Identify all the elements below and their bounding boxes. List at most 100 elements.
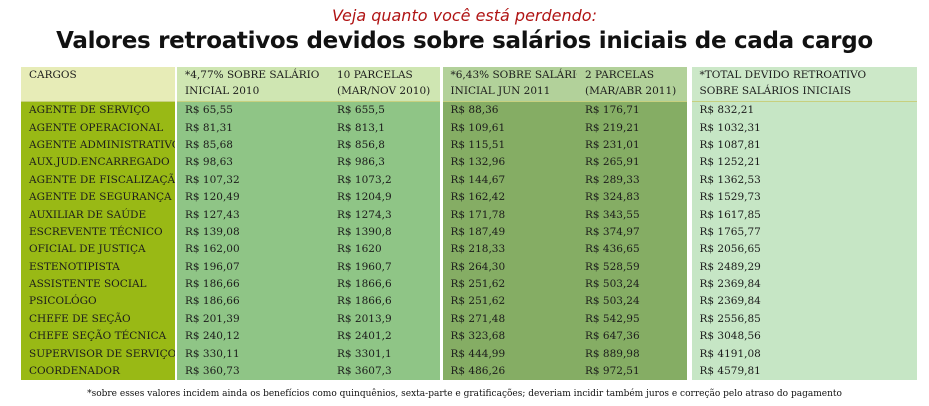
parcelas-2010-cell: R$ 1274,3 xyxy=(329,206,441,224)
parcelas-2010-cell: R$ 3607,3 xyxy=(329,362,441,381)
table-row: ASSISTENTE SOCIAL R$ 186,66 R$ 1866,6 R$ 25… xyxy=(21,275,917,294)
parcelas-2010-cell: R$ 986,3 xyxy=(329,154,441,172)
subtitle: Veja quanto você está perdendo: xyxy=(332,6,597,25)
table-row: AGENTE ADMINISTRATIVO R$ 85,68 R$ 856,8 R$ … xyxy=(21,136,917,155)
header-parcelas-2011-line1: 2 PARCELAS xyxy=(585,69,655,81)
total-cell: R$ 2056,65 xyxy=(686,241,917,259)
cargo-cell: SUPERVISOR DE SERVIÇO xyxy=(21,345,176,363)
inicial-2010-cell: R$ 186,66 xyxy=(175,293,329,311)
cargo-cell: AGENTE DE SERVIÇO xyxy=(21,101,176,120)
parcelas-2010-cell: R$ 856,8 xyxy=(329,136,441,155)
inicial-2010-cell: R$ 360,73 xyxy=(175,362,329,381)
parcelas-2011-cell: R$ 503,24 xyxy=(577,275,689,294)
cargo-cell: AGENTE DE FISCALIZAÇÃO xyxy=(21,171,176,189)
inicial-2010-cell: R$ 81,31 xyxy=(175,119,329,137)
header-total: *TOTAL DEVIDO RETROATIVO SOBRE SALÁRIOS … xyxy=(686,67,917,102)
inicial-2010-cell: R$ 162,00 xyxy=(175,241,329,259)
inicial-2010-cell: R$ 139,08 xyxy=(175,223,329,242)
table-row: AUX.JUD.ENCARREGADO R$ 98,63 R$ 986,3 R$ 13… xyxy=(21,154,917,172)
header-inicial-2010-line2: INICIAL 2010 xyxy=(185,85,260,97)
parcelas-2010-cell: R$ 1960,7 xyxy=(329,258,441,276)
parcelas-2011-cell: R$ 176,71 xyxy=(577,101,689,120)
parcelas-2010-cell: R$ 1073,2 xyxy=(329,171,441,189)
cargo-cell: CHEFE SEÇÃO TÉCNICA xyxy=(21,328,176,346)
total-cell: R$ 1362,53 xyxy=(686,171,917,189)
inicial-2010-cell: R$ 127,43 xyxy=(175,206,329,224)
cargo-cell: ASSISTENTE SOCIAL xyxy=(21,275,176,294)
parcelas-2011-cell: R$ 324,83 xyxy=(577,188,689,207)
table-row: PSICOLÓGO R$ 186,66 R$ 1866,6 R$ 251,62 R$ 5… xyxy=(21,293,917,311)
parcelas-2011-cell: R$ 972,51 xyxy=(577,362,689,381)
total-cell: R$ 1529,73 xyxy=(686,188,917,207)
inicial-2010-cell: R$ 85,68 xyxy=(175,136,329,155)
inicial-2011-cell: R$ 251,62 xyxy=(439,293,577,311)
cargo-cell: OFICIAL DE JUSTIÇA xyxy=(21,241,176,259)
table-row: ESTENOTIPISTA R$ 196,07 R$ 1960,7 R$ 264,30… xyxy=(21,258,917,276)
parcelas-2010-cell: R$ 1866,6 xyxy=(329,293,441,311)
parcelas-2011-cell: R$ 528,59 xyxy=(577,258,689,276)
parcelas-2010-cell: R$ 1204,9 xyxy=(329,188,441,207)
header-parcelas-2010-line1: 10 PARCELAS xyxy=(337,69,413,81)
header-inicial-2011: *6,43% SOBRE SALÁRIO INICIAL JUN 2011 xyxy=(439,67,578,102)
inicial-2011-cell: R$ 171,78 xyxy=(439,206,577,224)
table-row: ESCREVENTE TÉCNICO R$ 139,08 R$ 1390,8 R$ 1… xyxy=(21,223,917,242)
inicial-2011-cell: R$ 109,61 xyxy=(439,119,577,137)
parcelas-2010-cell: R$ 655,5 xyxy=(329,101,441,120)
total-cell: R$ 3048,56 xyxy=(686,328,917,346)
parcelas-2011-cell: R$ 265,91 xyxy=(577,154,689,172)
table-row: AGENTE DE SERVIÇO R$ 65,55 R$ 655,5 R$ 88,3… xyxy=(21,101,917,120)
parcelas-2011-cell: R$ 374,97 xyxy=(577,223,689,242)
inicial-2011-cell: R$ 271,48 xyxy=(439,310,577,329)
table-row: AGENTE DE FISCALIZAÇÃO R$ 107,32 R$ 1073,2… xyxy=(21,171,917,189)
table-row: SUPERVISOR DE SERVIÇO R$ 330,11 R$ 3301,1 R… xyxy=(21,345,917,363)
table-row: CHEFE DE SEÇÃO R$ 201,39 R$ 2013,9 R$ 271,4… xyxy=(21,310,917,329)
inicial-2011-cell: R$ 162,42 xyxy=(439,188,577,207)
parcelas-2010-cell: R$ 813,1 xyxy=(329,119,441,137)
total-cell: R$ 832,21 xyxy=(686,101,917,120)
table-header-row: CARGOS *4,77% SOBRE SALÁRIO INICIAL 2010… xyxy=(21,67,917,102)
cargo-cell: CHEFE DE SEÇÃO xyxy=(21,310,176,329)
parcelas-2010-cell: R$ 3301,1 xyxy=(329,345,441,363)
parcelas-2010-cell: R$ 1390,8 xyxy=(329,223,441,242)
cargo-cell: AUX.JUD.ENCARREGADO xyxy=(21,154,176,172)
header-parcelas-2010: 10 PARCELAS (MAR/NOV 2010) xyxy=(329,67,441,102)
inicial-2011-cell: R$ 264,30 xyxy=(439,258,577,276)
table-row: OFICIAL DE JUSTIÇA R$ 162,00 R$ 1620 R$ 218… xyxy=(21,241,917,259)
table-row: AUXILIAR DE SAÚDE R$ 127,43 R$ 1274,3 R$ 17… xyxy=(21,206,917,224)
cargo-cell: COORDENADOR xyxy=(21,362,176,381)
total-cell: R$ 2369,84 xyxy=(686,293,917,311)
inicial-2010-cell: R$ 201,39 xyxy=(175,310,329,329)
parcelas-2011-cell: R$ 231,01 xyxy=(577,136,689,155)
parcelas-2011-cell: R$ 219,21 xyxy=(577,119,689,137)
table-row: AGENTE DE SEGURANÇA R$ 120,49 R$ 1204,9 R$ … xyxy=(21,188,917,207)
inicial-2011-cell: R$ 115,51 xyxy=(439,136,577,155)
header-total-line2: SOBRE SALÁRIOS INICIAIS xyxy=(699,85,852,97)
parcelas-2011-cell: R$ 343,55 xyxy=(577,206,689,224)
cargo-cell: PSICOLÓGO xyxy=(21,293,176,311)
total-cell: R$ 4191,08 xyxy=(686,345,917,363)
inicial-2011-cell: R$ 444,99 xyxy=(439,345,577,363)
inicial-2010-cell: R$ 186,66 xyxy=(175,275,329,294)
cargo-cell: AUXILIAR DE SAÚDE xyxy=(21,206,176,224)
total-cell: R$ 2369,84 xyxy=(686,275,917,294)
parcelas-2011-cell: R$ 889,98 xyxy=(577,345,689,363)
cargo-cell: AGENTE OPERACIONAL xyxy=(21,119,176,137)
inicial-2010-cell: R$ 120,49 xyxy=(175,188,329,207)
header-parcelas-2011-line2: (MAR/ABR 2011) xyxy=(585,85,677,97)
salary-table: CARGOS *4,77% SOBRE SALÁRIO INICIAL 2010… xyxy=(21,67,917,381)
header-parcelas-2011: 2 PARCELAS (MAR/ABR 2011) xyxy=(577,67,689,102)
header-inicial-2011-line1: *6,43% SOBRE SALÁRIO xyxy=(450,69,578,81)
total-cell: R$ 2489,29 xyxy=(686,258,917,276)
parcelas-2010-cell: R$ 1866,6 xyxy=(329,275,441,294)
inicial-2011-cell: R$ 132,96 xyxy=(439,154,577,172)
parcelas-2011-cell: R$ 542,95 xyxy=(577,310,689,329)
table-row: AGENTE OPERACIONAL R$ 81,31 R$ 813,1 R$ 109… xyxy=(21,119,917,137)
total-cell: R$ 2556,85 xyxy=(686,310,917,329)
inicial-2010-cell: R$ 98,63 xyxy=(175,154,329,172)
inicial-2010-cell: R$ 196,07 xyxy=(175,258,329,276)
header-inicial-2011-line2: INICIAL JUN 2011 xyxy=(450,85,551,97)
header-cargos: CARGOS xyxy=(21,67,176,102)
total-cell: R$ 1617,85 xyxy=(686,206,917,224)
parcelas-2011-cell: R$ 436,65 xyxy=(577,241,689,259)
table-row: COORDENADOR R$ 360,73 R$ 3607,3 R$ 486,26 R$… xyxy=(21,362,917,381)
